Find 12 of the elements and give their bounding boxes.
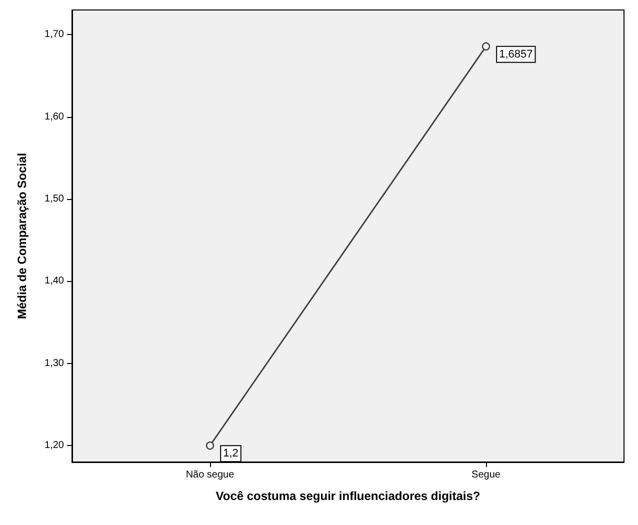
- x-tick-label: Não segue: [186, 470, 235, 480]
- data-label: 1,6857: [499, 48, 533, 60]
- y-tick-label: 1,20: [44, 440, 64, 452]
- y-tick-label: 1,70: [44, 29, 64, 40]
- x-tick-label: Segue: [472, 470, 501, 480]
- y-axis-title: Média de Comparação Social: [15, 152, 29, 320]
- y-tick-label: 1,50: [44, 194, 64, 205]
- y-tick-label: 1,60: [44, 111, 64, 122]
- y-tick-label: 1,30: [44, 358, 64, 369]
- x-axis-title: Você costuma seguir influenciadores digitais?: [216, 489, 480, 503]
- data-label: 1,2: [223, 448, 238, 460]
- y-tick-label: 1,40: [44, 276, 64, 287]
